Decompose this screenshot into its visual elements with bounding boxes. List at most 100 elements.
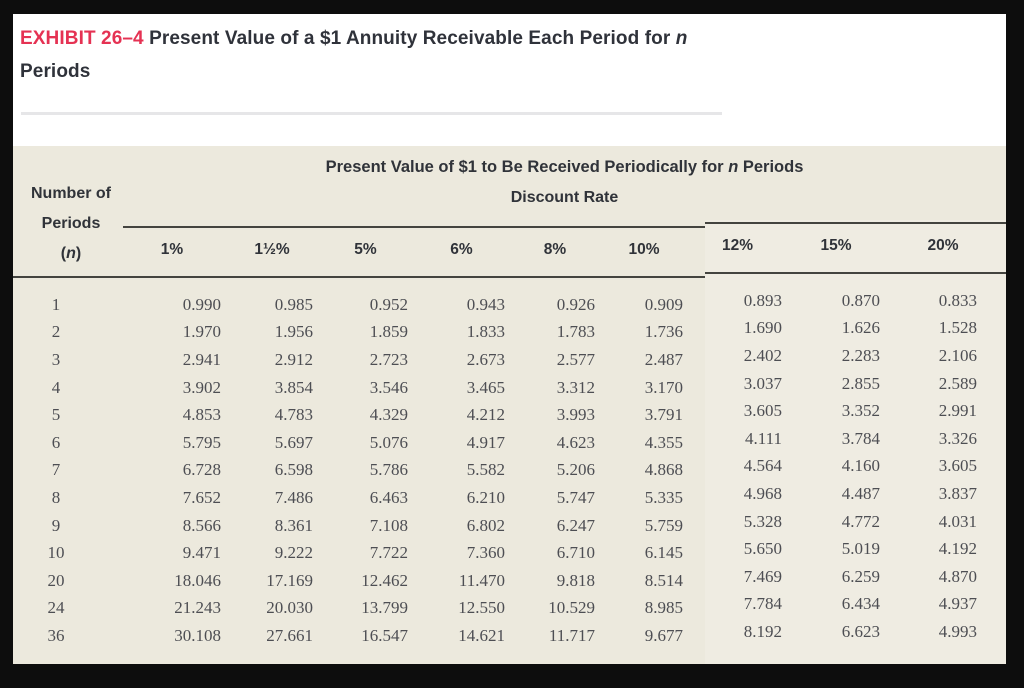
pv-factor-cell: 30.108 bbox=[174, 625, 221, 645]
pv-factor-cell: 4.783 bbox=[274, 405, 313, 425]
pv-factor-cell: 2.941 bbox=[182, 349, 221, 369]
table-row: 1 0.990 0.985 0.952 0.943 0.926 0.909 0.893 0.87… bbox=[13, 291, 1006, 319]
rate-column-header: 5% bbox=[354, 241, 377, 258]
pv-factor-cell: 4.329 bbox=[369, 405, 408, 425]
pv-factor-cell: 6.145 bbox=[644, 543, 683, 563]
pv-factor-cell: 5.786 bbox=[369, 460, 408, 480]
pv-factor-cell: 4.868 bbox=[644, 460, 683, 480]
pv-factor-cell: 11.717 bbox=[548, 625, 595, 645]
pv-factor-cell: 6.623 bbox=[841, 621, 880, 641]
pv-factor-cell: 1.736 bbox=[644, 322, 683, 342]
pv-factor-cell: 2.487 bbox=[644, 349, 683, 369]
pv-factor-cell: 27.661 bbox=[266, 625, 313, 645]
rate-column-header: 10% bbox=[628, 241, 660, 258]
pv-factor-cell: 1.690 bbox=[743, 318, 782, 338]
table-heading-suffix: Periods bbox=[738, 158, 804, 176]
pv-factor-cell: 0.990 bbox=[182, 294, 221, 314]
pv-factor-cell: 2.723 bbox=[369, 349, 408, 369]
pv-factor-cell: 2.577 bbox=[556, 349, 595, 369]
pv-factor-cell: 2.991 bbox=[938, 401, 977, 421]
pv-factor-cell: 0.985 bbox=[274, 294, 313, 314]
rate-column-header: 15% bbox=[820, 237, 852, 254]
pv-factor-cell: 2.673 bbox=[466, 349, 505, 369]
pv-factor-cell: 5.019 bbox=[841, 539, 880, 559]
table-row: 8 7.652 7.486 6.463 6.210 5.747 5.335 4.968 4.48… bbox=[13, 484, 1006, 512]
pv-factor-cell: 4.853 bbox=[182, 405, 221, 425]
pv-factor-cell: 18.046 bbox=[174, 570, 221, 590]
pv-factor-cell: 4.212 bbox=[466, 405, 505, 425]
pv-factor-cell: 4.160 bbox=[841, 456, 880, 476]
period-count-cell: 3 bbox=[51, 349, 61, 369]
pv-factor-cell: 5.076 bbox=[369, 432, 408, 452]
pv-factor-cell: 4.355 bbox=[644, 432, 683, 452]
pv-factor-cell: 2.589 bbox=[938, 373, 977, 393]
pv-factor-cell: 3.352 bbox=[841, 401, 880, 421]
pv-factor-cell: 11.470 bbox=[458, 570, 505, 590]
table-row: 7 6.728 6.598 5.786 5.582 5.206 4.868 4.564 4.16… bbox=[13, 456, 1006, 485]
pv-factor-cell: 13.799 bbox=[361, 598, 408, 618]
rule-under-discount-rate-right bbox=[705, 222, 1006, 224]
pv-factor-cell: 8.514 bbox=[644, 570, 683, 590]
pv-factor-cell: 3.993 bbox=[556, 405, 595, 425]
pv-factor-cell: 3.854 bbox=[274, 377, 313, 397]
pv-factor-cell: 3.605 bbox=[938, 456, 977, 476]
pv-factor-cell: 5.697 bbox=[274, 432, 313, 452]
pv-factor-cell: 5.335 bbox=[644, 487, 683, 507]
pv-factor-cell: 1.833 bbox=[466, 322, 505, 342]
period-count-cell: 20 bbox=[47, 570, 65, 590]
rate-column-header: 12% bbox=[721, 237, 754, 254]
pv-factor-cell: 8.566 bbox=[182, 515, 221, 535]
pv-factor-cell: 6.710 bbox=[556, 543, 595, 563]
period-count-cell: 7 bbox=[51, 460, 61, 480]
pv-factor-cell: 6.247 bbox=[556, 515, 595, 535]
row-axis-label-n: (n) bbox=[60, 245, 82, 262]
pv-factor-cell: 12.550 bbox=[458, 598, 505, 618]
pv-factor-cell: 3.170 bbox=[644, 377, 683, 397]
scan-seam-overlay bbox=[705, 220, 1006, 664]
divider-strip bbox=[21, 115, 722, 146]
exhibit-title: EXHIBIT 26–4 Present Value of a $1 Annui… bbox=[20, 22, 780, 88]
pv-factor-cell: 0.870 bbox=[841, 290, 880, 310]
pv-factor-cell: 8.192 bbox=[743, 621, 782, 641]
pv-factor-cell: 5.206 bbox=[556, 460, 595, 480]
table-row: 9 8.566 8.361 7.108 6.802 6.247 5.759 5.328 4.77… bbox=[13, 512, 1006, 540]
pv-factor-cell: 6.598 bbox=[274, 460, 313, 480]
pv-factor-cell: 4.993 bbox=[938, 621, 977, 641]
period-count-cell: 9 bbox=[51, 515, 61, 535]
pv-factor-cell: 9.677 bbox=[644, 625, 683, 645]
discount-rate-label: Discount Rate bbox=[510, 189, 619, 206]
pv-factor-cell: 14.621 bbox=[458, 625, 505, 645]
pv-factor-cell: 4.937 bbox=[938, 594, 977, 614]
pv-factor-cell: 9.222 bbox=[274, 543, 313, 563]
exhibit-title-line2: Periods bbox=[20, 61, 91, 82]
pv-factor-cell: 4.111 bbox=[745, 428, 782, 448]
pv-factor-cell: 5.582 bbox=[466, 460, 505, 480]
pv-factor-cell: 16.547 bbox=[361, 625, 408, 645]
pv-factor-cell: 1.970 bbox=[182, 322, 221, 342]
pv-factor-cell: 10.529 bbox=[548, 598, 595, 618]
pv-factor-cell: 1.956 bbox=[274, 322, 313, 342]
period-count-cell: 8 bbox=[51, 487, 61, 507]
pv-factor-cell: 0.952 bbox=[369, 294, 408, 314]
table-heading-italic-n: n bbox=[728, 158, 739, 176]
pv-factor-cell: 4.564 bbox=[743, 456, 782, 476]
pv-factor-cell: 0.909 bbox=[644, 294, 683, 314]
pv-factor-cell: 5.650 bbox=[743, 539, 782, 559]
table-row: 36 30.108 27.661 16.547 14.621 11.717 9.677 8.1… bbox=[13, 622, 1006, 650]
pv-factor-cell: 0.893 bbox=[743, 290, 782, 310]
table-heading-text: Present Value of $1 to Be Received Perio… bbox=[325, 158, 729, 176]
pv-factor-cell: 4.031 bbox=[938, 511, 977, 531]
pv-factor-cell: 2.912 bbox=[274, 349, 313, 369]
pv-factor-cell: 5.747 bbox=[556, 487, 595, 507]
table-row: 6 5.795 5.697 5.076 4.917 4.623 4.355 4.111 3.78… bbox=[13, 429, 1006, 457]
pv-factor-cell: 7.108 bbox=[369, 515, 408, 535]
present-value-table: 1% 1½% 5% 6% 8% 10% 12% 15% 20% 1 0.990 0.985 0.952… bbox=[13, 223, 1006, 650]
table-row: 20 18.046 17.169 12.462 11.470 9.818 8.514 7.46… bbox=[13, 567, 1006, 595]
rule-under-discount-rate-left bbox=[123, 226, 705, 228]
pv-factor-cell: 1.626 bbox=[841, 318, 880, 338]
pv-factor-cell: 7.360 bbox=[466, 543, 505, 563]
pv-factor-cell: 3.837 bbox=[938, 483, 977, 503]
pv-factor-cell: 2.402 bbox=[743, 345, 782, 365]
pv-factor-cell: 2.855 bbox=[841, 373, 880, 393]
pv-factor-cell: 5.328 bbox=[743, 511, 782, 531]
